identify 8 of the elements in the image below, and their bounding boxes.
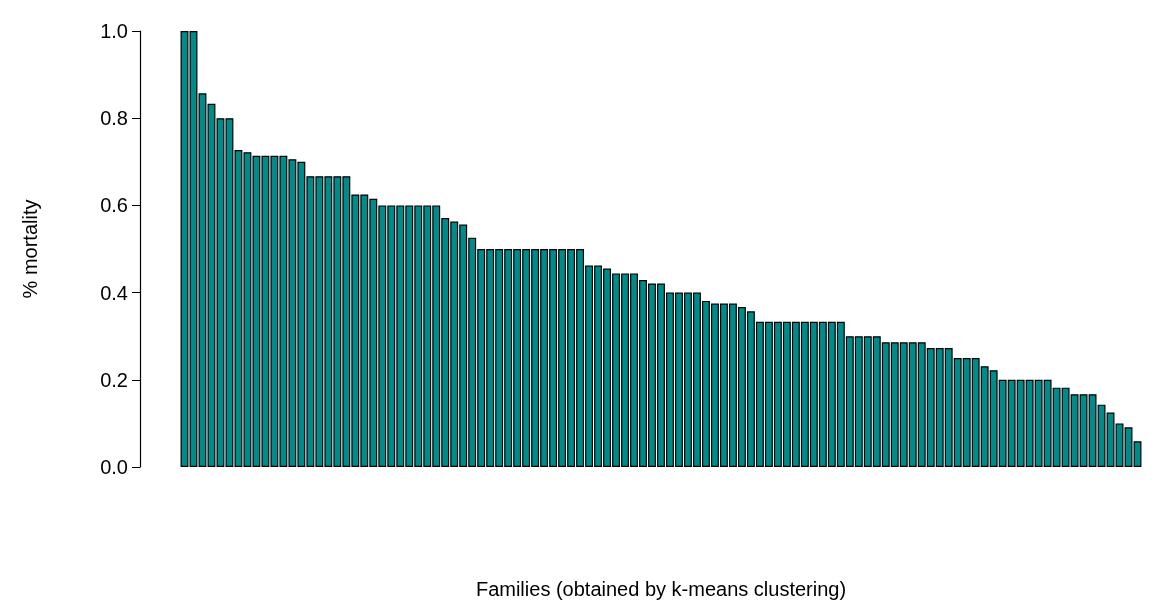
- y-tick-label: 0.6: [100, 194, 128, 217]
- y-tick-label: 0.4: [100, 281, 128, 304]
- y-tick-label: 0.8: [100, 107, 128, 130]
- y-tick-label: 0.0: [100, 456, 128, 478]
- x-axis-title: Families (obtained by k-means clustering): [475, 578, 847, 600]
- y-tick-label: 0.2: [100, 368, 128, 391]
- y-axis-title: % mortality: [19, 199, 41, 299]
- y-tick-label: 1.0: [100, 20, 128, 42]
